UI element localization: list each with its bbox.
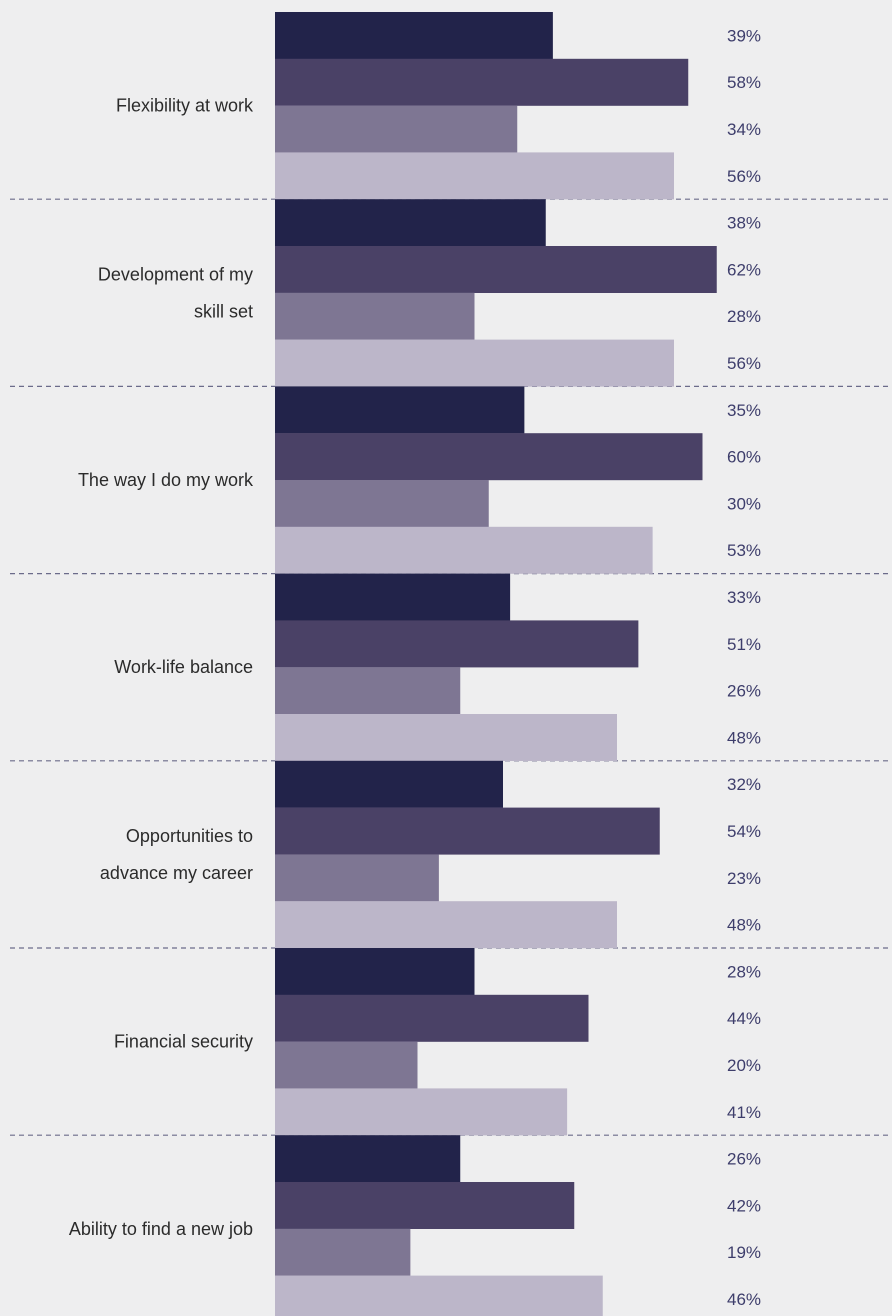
- value-label-ability-to-find-a-new-job-2: 42%: [727, 1196, 761, 1215]
- value-label-the-way-i-do-my-work-3: 30%: [727, 494, 761, 513]
- value-label-development-of-my-skill-set-2: 62%: [727, 260, 761, 279]
- value-label-work-life-balance-3: 26%: [727, 682, 761, 701]
- value-label-development-of-my-skill-set-4: 56%: [727, 354, 761, 373]
- category-label-flexibility-at-work: Flexibility at work: [116, 96, 254, 116]
- value-label-financial-security-1: 28%: [727, 962, 761, 981]
- category-labels: Flexibility at work Development of my skil…: [69, 96, 254, 1239]
- bar-flexibility-at-work-4: [275, 152, 674, 200]
- bar-opportunities-to-advance-my-career-1: [275, 760, 503, 808]
- bar-the-way-i-do-my-work-4: [275, 526, 653, 574]
- value-label-opportunities-to-advance-my-career-2: 54%: [727, 822, 761, 841]
- bar-financial-security-2: [275, 994, 589, 1042]
- category-label-line: Financial security: [114, 1032, 253, 1052]
- value-label-flexibility-at-work-1: 39%: [727, 26, 761, 45]
- bar-opportunities-to-advance-my-career-2: [275, 807, 660, 855]
- bars: [275, 12, 717, 1316]
- bar-financial-security-4: [275, 1088, 568, 1136]
- value-label-opportunities-to-advance-my-career-1: 32%: [727, 775, 761, 794]
- bar-the-way-i-do-my-work-2: [275, 433, 703, 481]
- bar-flexibility-at-work-1: [275, 12, 553, 59]
- category-label-development-of-my-skill-set: Development of my skill set: [98, 264, 253, 321]
- bar-ability-to-find-a-new-job-3: [275, 1228, 411, 1276]
- value-label-the-way-i-do-my-work-2: 60%: [727, 448, 761, 467]
- value-label-work-life-balance-2: 51%: [727, 635, 761, 654]
- value-label-work-life-balance-4: 48%: [727, 728, 761, 747]
- bar-work-life-balance-2: [275, 620, 639, 668]
- bar-work-life-balance-3: [275, 667, 461, 715]
- category-label-line: Opportunities to: [126, 826, 253, 846]
- value-label-the-way-i-do-my-work-4: 53%: [727, 541, 761, 560]
- category-label-financial-security: Financial security: [114, 1032, 253, 1052]
- bar-ability-to-find-a-new-job-2: [275, 1182, 575, 1229]
- bar-development-of-my-skill-set-1: [275, 199, 546, 247]
- value-label-development-of-my-skill-set-1: 38%: [727, 214, 761, 233]
- bar-financial-security-3: [275, 1041, 418, 1089]
- value-label-development-of-my-skill-set-3: 28%: [727, 307, 761, 326]
- value-label-financial-security-4: 41%: [727, 1103, 761, 1122]
- bar-opportunities-to-advance-my-career-3: [275, 854, 439, 902]
- category-label-line: The way I do my work: [78, 470, 254, 490]
- bar-the-way-i-do-my-work-1: [275, 386, 525, 434]
- value-label-ability-to-find-a-new-job-4: 46%: [727, 1290, 761, 1309]
- category-label-line: Development of my: [98, 264, 253, 284]
- value-label-flexibility-at-work-2: 58%: [727, 73, 761, 92]
- value-label-work-life-balance-1: 33%: [727, 588, 761, 607]
- bar-flexibility-at-work-3: [275, 105, 518, 153]
- value-label-ability-to-find-a-new-job-3: 19%: [727, 1243, 761, 1262]
- bar-ability-to-find-a-new-job-4: [275, 1275, 603, 1316]
- category-label-line: skill set: [194, 301, 253, 321]
- category-label-line: Ability to find a new job: [69, 1219, 253, 1239]
- category-label-line: advance my career: [100, 863, 253, 883]
- category-label-opportunities-to-advance-my-career: Opportunities to advance my career: [100, 826, 253, 883]
- bar-financial-security-1: [275, 948, 475, 995]
- value-label-the-way-i-do-my-work-1: 35%: [727, 401, 761, 420]
- value-labels: 39% 58% 34% 56% 38% 62% 28% 56% 35% 60% 30% 53% 33% 5…: [727, 26, 761, 1309]
- bar-development-of-my-skill-set-2: [275, 246, 717, 293]
- bar-opportunities-to-advance-my-career-4: [275, 901, 617, 949]
- category-label-line: Work-life balance: [114, 657, 253, 677]
- value-label-flexibility-at-work-4: 56%: [727, 167, 761, 186]
- bar-development-of-my-skill-set-4: [275, 339, 674, 387]
- value-label-ability-to-find-a-new-job-1: 26%: [727, 1150, 761, 1169]
- category-label-line: Flexibility at work: [116, 96, 254, 116]
- bar-ability-to-find-a-new-job-1: [275, 1135, 461, 1183]
- bar-flexibility-at-work-2: [275, 58, 689, 106]
- bar-the-way-i-do-my-work-3: [275, 480, 489, 527]
- bar-work-life-balance-4: [275, 714, 617, 761]
- bar-development-of-my-skill-set-3: [275, 292, 475, 340]
- value-label-opportunities-to-advance-my-career-3: 23%: [727, 869, 761, 888]
- bar-work-life-balance-1: [275, 573, 511, 621]
- value-label-financial-security-3: 20%: [727, 1056, 761, 1075]
- category-label-work-life-balance: Work-life balance: [114, 657, 253, 677]
- value-label-opportunities-to-advance-my-career-4: 48%: [727, 916, 761, 935]
- category-label-the-way-i-do-my-work: The way I do my work: [78, 470, 254, 490]
- category-label-ability-to-find-a-new-job: Ability to find a new job: [69, 1219, 253, 1239]
- value-label-financial-security-2: 44%: [727, 1009, 761, 1028]
- value-label-flexibility-at-work-3: 34%: [727, 120, 761, 139]
